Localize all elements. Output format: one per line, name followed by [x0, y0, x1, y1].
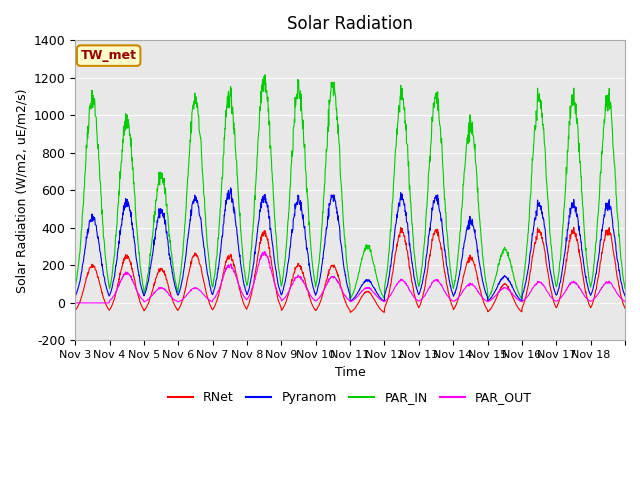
PAR_IN	[621, 286, 629, 291]
PAR_IN	[326, 101, 333, 107]
RNet	[71, 308, 79, 313]
PAR_IN	[336, 153, 344, 158]
Pyranom	[481, 285, 488, 291]
X-axis label: Time: Time	[335, 366, 365, 379]
Line: Pyranom: Pyranom	[75, 188, 625, 301]
Pyranom	[614, 264, 622, 269]
PAR_OUT	[261, 249, 269, 254]
Text: TW_met: TW_met	[81, 49, 137, 62]
PAR_OUT	[561, 290, 568, 296]
PAR_OUT	[71, 300, 79, 306]
Pyranom	[71, 293, 79, 299]
RNet	[561, 271, 568, 276]
PAR_OUT	[336, 282, 344, 288]
Pyranom	[561, 251, 569, 256]
PAR_IN	[71, 284, 79, 290]
Pyranom	[157, 210, 165, 216]
Line: PAR_OUT: PAR_OUT	[75, 252, 625, 303]
PAR_IN	[518, 296, 525, 302]
Pyranom	[346, 298, 354, 304]
PAR_OUT	[157, 286, 165, 291]
RNet	[621, 305, 629, 311]
Pyranom	[621, 293, 629, 299]
PAR_OUT	[480, 296, 488, 302]
PAR_IN	[157, 175, 165, 181]
PAR_OUT	[326, 276, 333, 282]
PAR_OUT	[614, 292, 622, 298]
Title: Solar Radiation: Solar Radiation	[287, 15, 413, 33]
Line: RNet: RNet	[75, 228, 625, 312]
PAR_IN	[614, 225, 622, 230]
Line: PAR_IN: PAR_IN	[75, 75, 625, 299]
RNet	[346, 310, 354, 315]
Pyranom	[326, 203, 333, 208]
PAR_IN	[261, 72, 269, 78]
RNet	[157, 267, 165, 273]
Pyranom	[227, 185, 234, 191]
RNet	[614, 281, 622, 287]
Legend: RNet, Pyranom, PAR_IN, PAR_OUT: RNet, Pyranom, PAR_IN, PAR_OUT	[163, 386, 537, 409]
RNet	[570, 225, 578, 230]
PAR_IN	[561, 197, 569, 203]
PAR_IN	[480, 263, 488, 268]
PAR_OUT	[621, 299, 629, 304]
Y-axis label: Solar Radiation (W/m2, uE/m2/s): Solar Radiation (W/m2, uE/m2/s)	[15, 88, 28, 292]
RNet	[335, 277, 343, 283]
Pyranom	[336, 228, 344, 234]
RNet	[325, 266, 333, 272]
RNet	[480, 300, 488, 305]
